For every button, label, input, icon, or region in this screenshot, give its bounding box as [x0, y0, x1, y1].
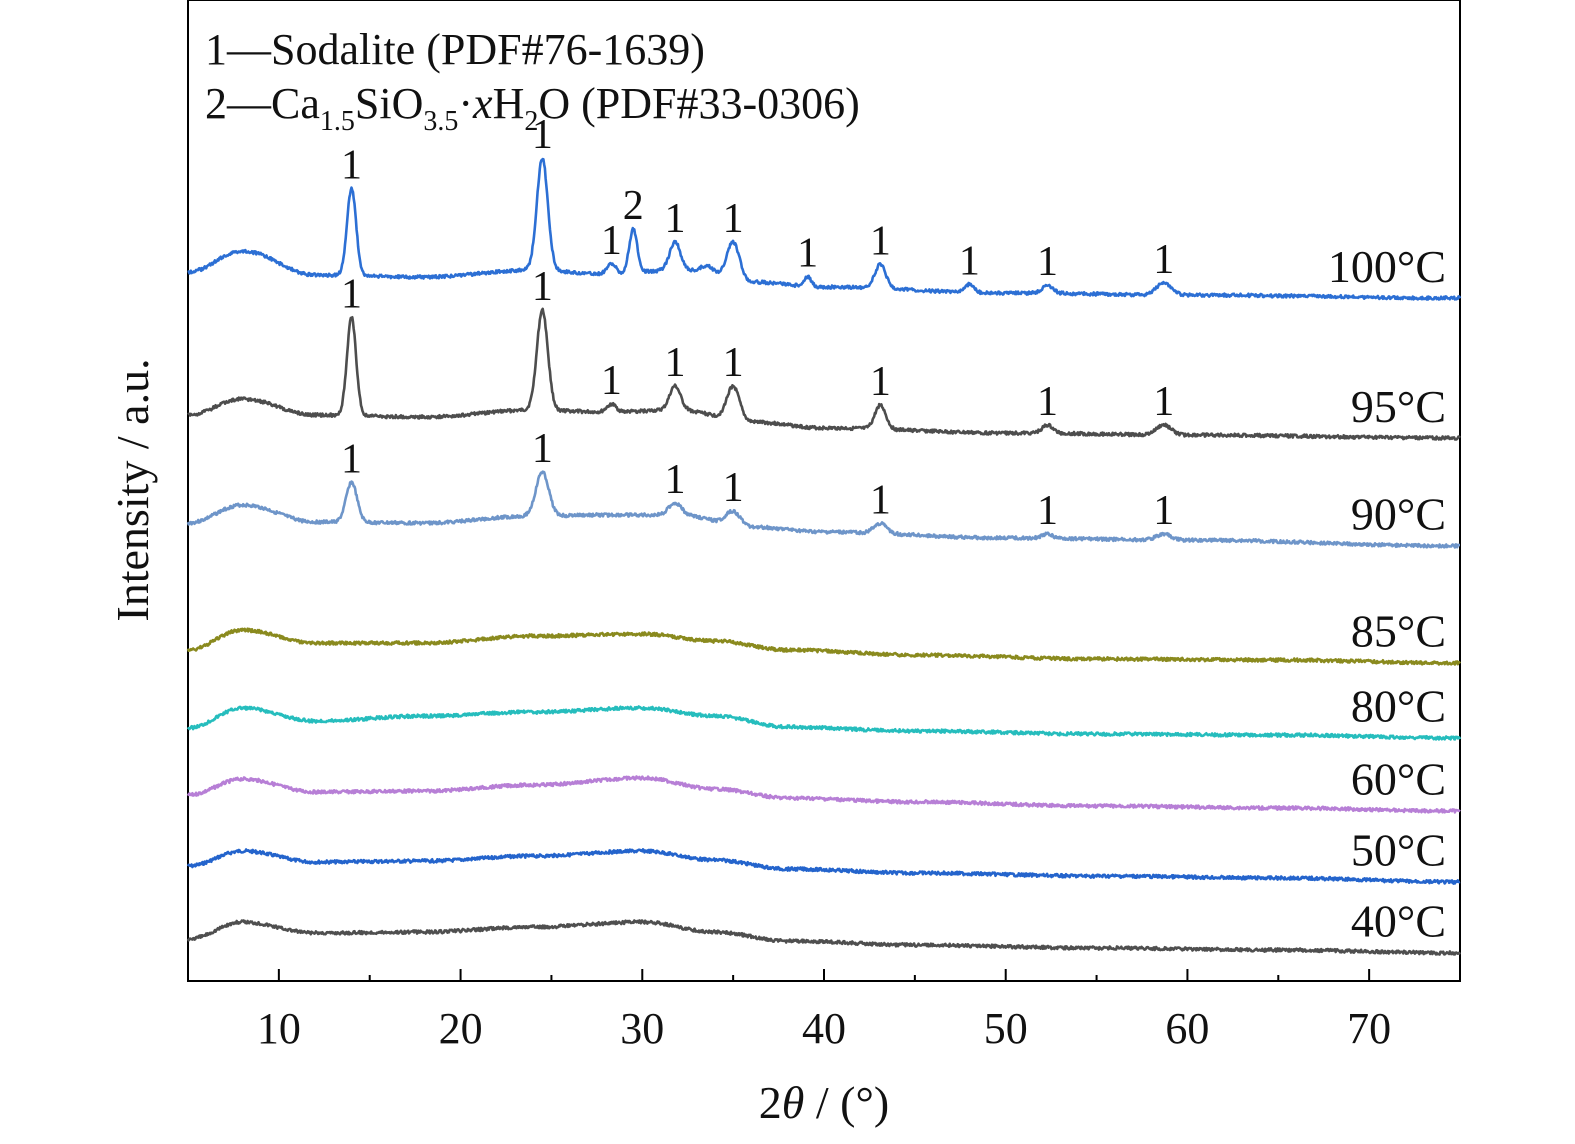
series-name-label: 80°C: [1351, 681, 1446, 732]
series-80°C: 80°C: [186, 681, 1462, 741]
x-tick-label: 30: [620, 1004, 664, 1053]
series-name-label: 60°C: [1351, 754, 1446, 805]
series-85°C: 85°C: [186, 606, 1462, 666]
series-line: [187, 307, 1462, 441]
series-95°C: 1 11 1 1 1 1 1 95°C: [187, 264, 1462, 441]
peak-label: 1: [1153, 488, 1174, 534]
series-name-label: 90°C: [1351, 489, 1446, 540]
peak-label: 1: [1037, 488, 1058, 534]
peak-label: 1: [870, 477, 891, 523]
peak-label: 1: [1037, 239, 1058, 285]
series-line: [186, 919, 1462, 956]
peak-label: 1: [797, 230, 818, 276]
peak-label: 1: [341, 272, 362, 318]
peak-label: 1: [664, 340, 685, 386]
peak-label: 1: [723, 340, 744, 386]
peak-label: 2: [623, 183, 644, 229]
peak-label: 1: [870, 218, 891, 264]
x-tick-label: 10: [257, 1004, 301, 1053]
peak-label: 1: [532, 264, 553, 310]
peak-label: 1: [1037, 379, 1058, 425]
x-axis-label: 2θ / (°): [759, 1077, 889, 1128]
peak-label: 1: [532, 426, 553, 472]
peak-label: 1: [1153, 237, 1174, 283]
peak-label: 1: [601, 358, 622, 404]
series-line: [186, 775, 1461, 814]
series-line: [186, 470, 1461, 549]
peak-label: 1: [664, 196, 685, 242]
x-tick-label: 50: [984, 1004, 1028, 1053]
series-line: [186, 705, 1462, 741]
series-line: [186, 627, 1462, 666]
peak-label: 1: [870, 359, 891, 405]
x-tick-label: 60: [1165, 1004, 1209, 1053]
series-name-label: 40°C: [1351, 896, 1446, 947]
peak-label: 1: [532, 112, 553, 158]
peak-label: 1: [664, 457, 685, 503]
peak-label: 1: [723, 465, 744, 511]
peak-label: 1: [959, 238, 980, 284]
x-tick-label: 70: [1347, 1004, 1391, 1053]
y-axis-label: Intensity / a.u.: [107, 358, 158, 621]
series-40°C: 40°C: [186, 896, 1462, 956]
series-line: [186, 848, 1461, 885]
series-name-label: 100°C: [1328, 241, 1446, 292]
series-90°C: 1 11 1 1 1 1 90°C: [186, 426, 1461, 549]
peak-label: 1: [601, 218, 622, 264]
series-50°C: 50°C: [186, 825, 1461, 885]
series-name-label: 85°C: [1351, 606, 1446, 657]
x-tick-label: 40: [802, 1004, 846, 1053]
series-name-label: 95°C: [1351, 381, 1446, 432]
series-line: [187, 157, 1462, 301]
peak-label: 1: [723, 196, 744, 242]
legend-entry: 2—Ca1.5SiO3.5·xH2O (PDF#33-0306): [205, 79, 860, 137]
peak-label: 1: [341, 436, 362, 482]
legend: 1—Sodalite (PDF#76-1639) 2—Ca1.5SiO3.5·xH…: [205, 25, 860, 137]
series-60°C: 60°C: [186, 754, 1461, 814]
x-tick-label: 20: [439, 1004, 483, 1053]
plot-frame: [187, 0, 1461, 982]
x-axis: 10 20 30 40 50 60 70: [257, 969, 1461, 1053]
peak-label: 1: [341, 143, 362, 189]
series-name-label: 50°C: [1351, 825, 1446, 876]
legend-entry: 1—Sodalite (PDF#76-1639): [205, 25, 705, 74]
peak-label: 1: [1153, 379, 1174, 425]
